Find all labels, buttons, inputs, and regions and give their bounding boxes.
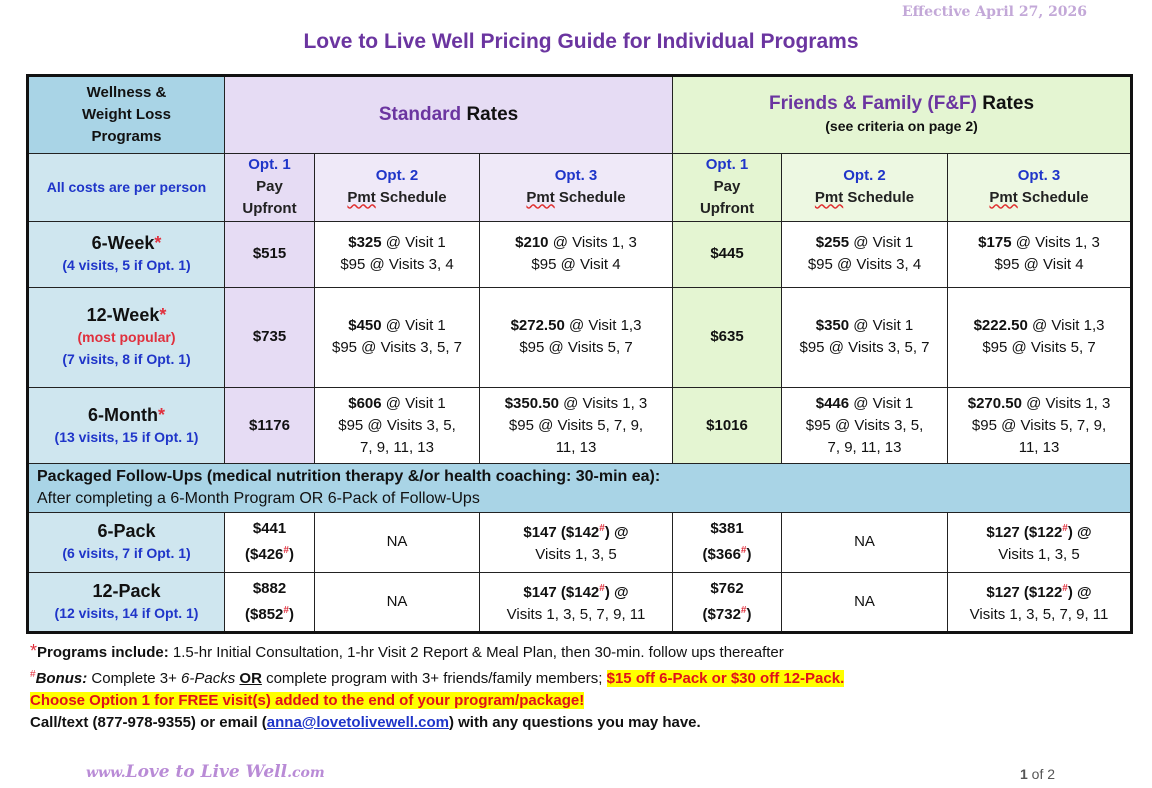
table-row: 12-Pack (12 visits, 14 if Opt. 1) $882 (… xyxy=(27,571,1133,634)
std-opt1-header: Opt. 1 Pay Upfront xyxy=(224,153,315,222)
ff-opt2-header: Opt. 2 Pmt Schedule xyxy=(781,153,949,222)
price-cell: NA xyxy=(314,511,480,573)
price-cell: $350 @ Visit 1 $95 @ Visits 3, 5, 7 xyxy=(781,286,949,389)
programs-include-note: *Programs include: 1.5-hr Initial Consul… xyxy=(30,641,784,661)
price-cell: $175 @ Visits 1, 3 $95 @ Visit 4 xyxy=(947,220,1133,288)
contact-note: Call/text (877-978-9355) or email (anna@… xyxy=(30,714,701,731)
price-cell: $441 ($426#) xyxy=(224,511,315,573)
price-cell: $381 ($366#) xyxy=(672,511,783,573)
price-cell: $270.50 @ Visits 1, 3 $95 @ Visits 5, 7,… xyxy=(947,387,1133,465)
page-title: Love to Live Well Pricing Guide for Indi… xyxy=(303,30,859,53)
ff-opt1-header: Opt. 1 Pay Upfront xyxy=(672,153,783,222)
price-cell: $445 xyxy=(672,220,783,288)
price-cell: $147 ($142#) @ Visits 1, 3, 5, 7, 9, 11 xyxy=(478,571,674,634)
price-cell: $1016 xyxy=(672,387,783,465)
programs-header: Wellness & Weight Loss Programs xyxy=(27,74,225,155)
costs-note: All costs are per person xyxy=(27,153,225,222)
table-row: 6-Month* (13 visits, 15 if Opt. 1) $1176… xyxy=(27,387,1133,465)
price-cell: $1176 xyxy=(224,387,315,465)
program-cell: 6-Pack (6 visits, 7 if Opt. 1) xyxy=(27,511,225,573)
price-cell: $762 ($732#) xyxy=(672,571,783,634)
notes: *Programs include: 1.5-hr Initial Consul… xyxy=(30,640,1130,734)
price-cell: $446 @ Visit 1 $95 @ Visits 3, 5, 7, 9, … xyxy=(781,387,949,465)
price-cell: $635 xyxy=(672,286,783,389)
price-cell: $882 ($852#) xyxy=(224,571,315,634)
email-link[interactable]: anna@lovetolivewell.com xyxy=(266,714,449,731)
price-cell: $255 @ Visit 1 $95 @ Visits 3, 4 xyxy=(781,220,949,288)
pricing-table: Wellness & Weight Loss Programs Standard… xyxy=(26,74,1134,634)
standard-rates-header: Standard Rates xyxy=(223,74,674,155)
price-cell: $450 @ Visit 1 $95 @ Visits 3, 5, 7 xyxy=(314,286,480,389)
program-cell: 6-Month* (13 visits, 15 if Opt. 1) xyxy=(27,387,225,465)
table-row: 6-Week* (4 visits, 5 if Opt. 1) $515 $32… xyxy=(27,220,1133,288)
price-cell: $515 xyxy=(224,220,315,288)
price-cell: $127 ($122#) @ Visits 1, 3, 5 xyxy=(947,511,1133,573)
price-cell: $735 xyxy=(224,286,315,389)
effective-date: Effective April 27, 2026 xyxy=(902,4,1088,20)
std-opt3-header: Opt. 3 Pmt Schedule xyxy=(478,153,674,222)
bonus-note: #Bonus: Complete 3+ 6-Packs OR complete … xyxy=(30,669,845,687)
price-cell: $272.50 @ Visit 1,3 $95 @ Visits 5, 7 xyxy=(478,286,674,389)
std-opt2-header: Opt. 2 Pmt Schedule xyxy=(314,153,480,222)
footer-website: www.Love to Live Well.com xyxy=(86,762,325,782)
ff-opt3-header: Opt. 3 Pmt Schedule xyxy=(947,153,1133,222)
table-row: 6-Pack (6 visits, 7 if Opt. 1) $441 ($42… xyxy=(27,511,1133,573)
option1-note: Choose Option 1 for FREE visit(s) added … xyxy=(30,692,585,709)
program-cell: 12-Pack (12 visits, 14 if Opt. 1) xyxy=(27,571,225,634)
price-cell: $325 @ Visit 1 $95 @ Visits 3, 4 xyxy=(314,220,480,288)
page-number: 1 of 2 xyxy=(1020,766,1056,782)
price-cell: $147 ($142#) @ Visits 1, 3, 5 xyxy=(478,511,674,573)
price-cell: NA xyxy=(781,511,949,573)
table-row: 12-Week* (most popular) (7 visits, 8 if … xyxy=(27,286,1133,389)
packaged-followups-banner: Packaged Follow-Ups (medical nutrition t… xyxy=(26,463,1133,513)
price-cell: NA xyxy=(781,571,949,634)
price-cell: $222.50 @ Visit 1,3 $95 @ Visits 5, 7 xyxy=(947,286,1133,389)
program-cell: 12-Week* (most popular) (7 visits, 8 if … xyxy=(27,286,225,389)
ff-rates-header: Friends & Family (F&F) Rates (see criter… xyxy=(672,74,1133,155)
price-cell: $210 @ Visits 1, 3 $95 @ Visit 4 xyxy=(478,220,674,288)
price-cell: $127 ($122#) @ Visits 1, 3, 5, 7, 9, 11 xyxy=(947,571,1133,634)
price-cell: NA xyxy=(314,571,480,634)
price-cell: $350.50 @ Visits 1, 3 $95 @ Visits 5, 7,… xyxy=(478,387,674,465)
program-cell: 6-Week* (4 visits, 5 if Opt. 1) xyxy=(27,220,225,288)
price-cell: $606 @ Visit 1 $95 @ Visits 3, 5, 7, 9, … xyxy=(314,387,480,465)
